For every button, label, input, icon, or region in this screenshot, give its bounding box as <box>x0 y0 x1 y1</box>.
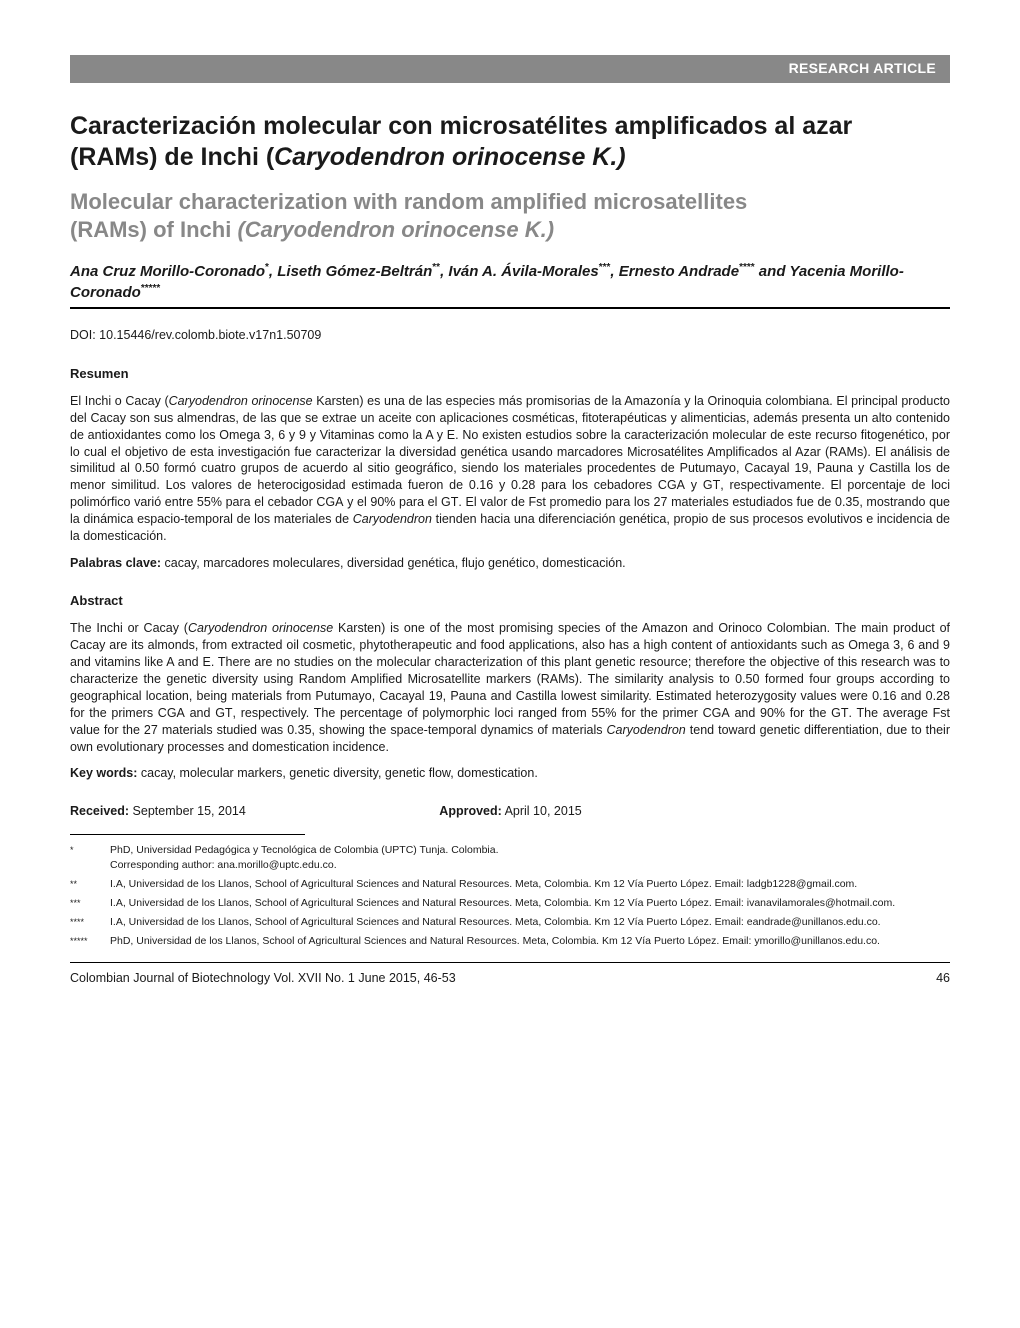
resumen-heading: Resumen <box>70 365 950 383</box>
journal-citation: Colombian Journal of Biotechnology Vol. … <box>70 970 456 988</box>
footer-rule <box>70 962 950 963</box>
key-words-label: Key words: <box>70 766 137 780</box>
title-spanish: Caracterización molecular con microsatél… <box>70 111 950 174</box>
title-en-line2c: K.) <box>525 217 554 242</box>
footnote-text: I.A, Universidad de los Llanos, School o… <box>110 915 950 929</box>
received-label: Received: <box>70 804 129 818</box>
title-es-line1: Caracterización molecular con microsatél… <box>70 112 852 140</box>
title-es-line2a: (RAMs) de Inchi ( <box>70 143 274 171</box>
palabras-clave: Palabras clave: cacay, marcadores molecu… <box>70 555 950 573</box>
title-es-line2b: Caryodendron orinocense K.) <box>274 143 625 171</box>
footnote-text: PhD, Universidad de los Llanos, School o… <box>110 934 950 948</box>
article-type-bar: RESEARCH ARTICLE <box>70 55 950 83</box>
key-words-text: cacay, molecular markers, genetic divers… <box>137 766 537 780</box>
footnote: **** I.A, Universidad de los Llanos, Sch… <box>70 915 950 929</box>
abstract-body: The Inchi or Cacay (Caryodendron orinoce… <box>70 620 950 755</box>
approved-label: Approved: <box>439 804 502 818</box>
footnote-marker: * <box>70 843 110 871</box>
footnote-marker: **** <box>70 915 110 929</box>
page-footer: Colombian Journal of Biotechnology Vol. … <box>70 970 950 988</box>
doi: DOI: 10.15446/rev.colomb.biote.v17n1.507… <box>70 327 950 345</box>
key-words: Key words: cacay, molecular markers, gen… <box>70 765 950 783</box>
resumen-body: El Inchi o Cacay (Caryodendron orinocens… <box>70 393 950 545</box>
approved-date: April 10, 2015 <box>502 804 582 818</box>
title-en-line2a: (RAMs) of Inchi <box>70 217 237 242</box>
footnote: * PhD, Universidad Pedagógica y Tecnológ… <box>70 843 950 871</box>
dates-row: Received: September 15, 2014 Approved: A… <box>70 803 950 821</box>
footnote: *** I.A, Universidad de los Llanos, Scho… <box>70 896 950 910</box>
footnote: ***** PhD, Universidad de los Llanos, Sc… <box>70 934 950 948</box>
article-type-label: RESEARCH ARTICLE <box>789 59 936 79</box>
footnotes: * PhD, Universidad Pedagógica y Tecnológ… <box>70 843 950 948</box>
footnote-text: I.A, Universidad de los Llanos, School o… <box>110 896 950 910</box>
abstract-heading: Abstract <box>70 592 950 610</box>
footnote-rule <box>70 834 305 835</box>
title-en-line2b: (Caryodendron orinocense <box>237 217 524 242</box>
author-list: Ana Cruz Morillo-Coronado*, Liseth Gómez… <box>70 261 950 304</box>
palabras-clave-text: cacay, marcadores moleculares, diversida… <box>161 556 626 570</box>
footnote-marker: ** <box>70 877 110 891</box>
palabras-clave-label: Palabras clave: <box>70 556 161 570</box>
title-english: Molecular characterization with random a… <box>70 188 950 245</box>
footnote-text: PhD, Universidad Pedagógica y Tecnológic… <box>110 843 950 871</box>
footnote-text: I.A, Universidad de los Llanos, School o… <box>110 877 950 891</box>
page-number: 46 <box>936 970 950 988</box>
footnote-marker: *** <box>70 896 110 910</box>
footnote-marker: ***** <box>70 934 110 948</box>
footnote: ** I.A, Universidad de los Llanos, Schoo… <box>70 877 950 891</box>
received-date: September 15, 2014 <box>129 804 246 818</box>
title-en-line1: Molecular characterization with random a… <box>70 189 747 214</box>
author-rule <box>70 307 950 309</box>
